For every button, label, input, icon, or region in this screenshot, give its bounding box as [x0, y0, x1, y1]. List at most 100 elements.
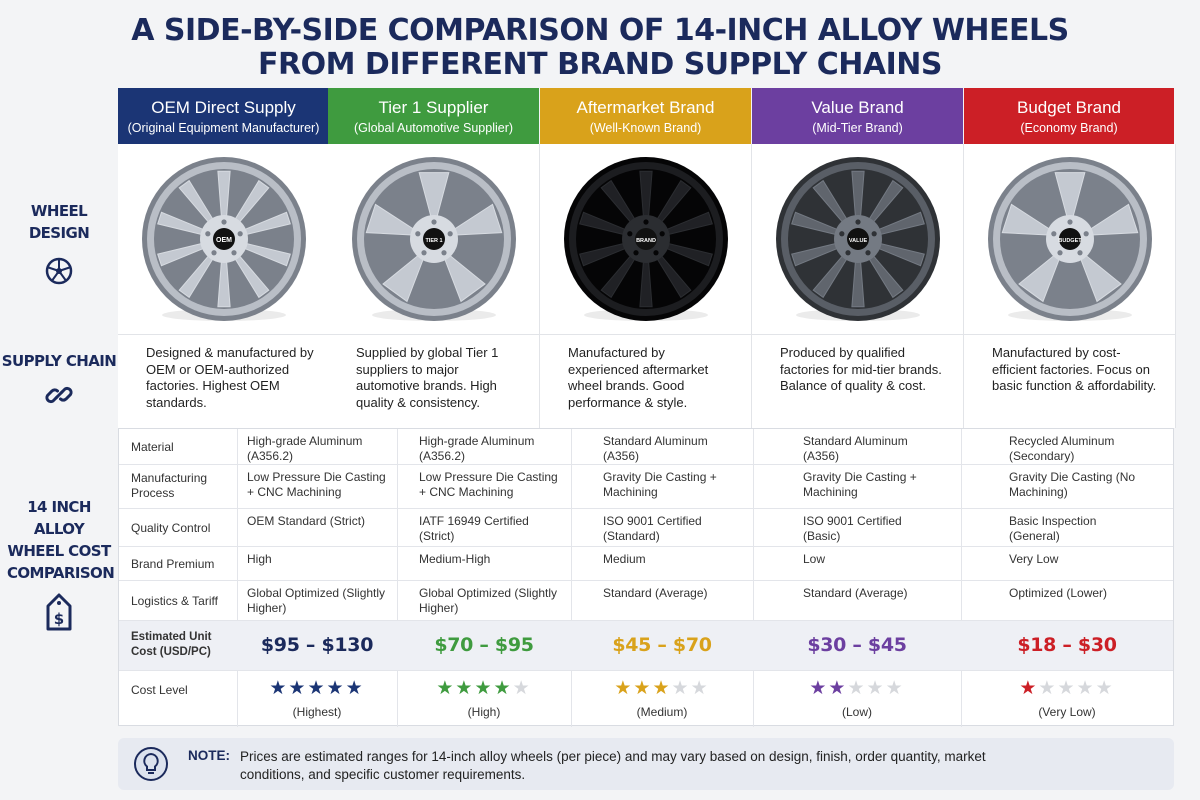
- star-icon: ★: [1038, 678, 1058, 699]
- supply-chain-cell: Supplied by global Tier 1 suppliers to m…: [328, 334, 540, 428]
- table-row: Manufacturing Process Low Pressure Die Ca…: [119, 465, 1173, 509]
- supply-chain-cell: Produced by qualified factories for mid-…: [752, 334, 964, 428]
- lightbulb-icon: [134, 747, 168, 781]
- column-divider: [753, 429, 754, 727]
- row-value: Global Optimized (Slightly Higher): [247, 586, 386, 615]
- star-icon: ★: [326, 678, 346, 699]
- supply-chain-cell: Manufactured by cost-efficient factories…: [964, 334, 1176, 428]
- cost-level-text: (Highest): [292, 705, 342, 719]
- row-value: Gravity Die Casting (No Machining): [1009, 470, 1136, 499]
- star-icon: ★: [288, 678, 308, 699]
- cost-level-text: (Low): [841, 705, 872, 719]
- estimated-cost-value: $70 – $95: [434, 634, 534, 656]
- supply-chain-cell: Designed & manufactured by OEM or OEM-au…: [118, 334, 330, 428]
- star-rating: ★★★★★: [1011, 679, 1123, 699]
- svg-text:BRAND: BRAND: [636, 238, 656, 244]
- row-value: Gravity Die Casting + Machining: [603, 470, 717, 499]
- wheel-image: VALUE: [775, 157, 940, 321]
- row-value: ISO 9001 Certified (Basic): [803, 514, 902, 543]
- star-rating: ★★★★★: [606, 679, 718, 699]
- table-row: Brand Premium High Medium-High Medium Low Ver…: [119, 547, 1173, 581]
- note-box: NOTE: Prices are estimated ranges for 14…: [118, 738, 1174, 790]
- supply-chain-text: Manufactured by cost-efficient factories…: [992, 345, 1157, 393]
- cost-level-row: Cost Level ★★★★★ (Highest) ★★★★★ (High) ★★★★★…: [119, 671, 1173, 727]
- star-icon: ★: [690, 678, 710, 699]
- row-label: Material: [131, 439, 174, 454]
- column-title: Tier 1 Supplier: [378, 98, 489, 117]
- note-label: NOTE:: [188, 748, 230, 763]
- row-value: Standard Aluminum (A356): [803, 434, 908, 463]
- column-divider: [571, 429, 572, 727]
- star-icon: ★: [885, 678, 905, 699]
- column-header: Budget Brand (Economy Brand): [964, 88, 1174, 144]
- row-value: Low: [803, 552, 826, 566]
- column-subtitle: (Well-Known Brand): [589, 121, 702, 135]
- row-value: Standard Aluminum (A356): [603, 434, 708, 463]
- page-title: A SIDE-BY-SIDE COMPARISON OF 14-INCH ALL…: [0, 14, 1200, 82]
- star-icon: ★: [614, 678, 634, 699]
- wheel-image-cell: OEM: [118, 144, 330, 334]
- star-icon: ★: [512, 678, 532, 699]
- star-icon: ★: [671, 678, 691, 699]
- row-value: Medium: [603, 552, 646, 566]
- row-label: Brand Premium: [131, 556, 215, 571]
- column-title: OEM Direct Supply: [151, 98, 296, 117]
- row-value: Basic Inspection (General): [1009, 514, 1097, 543]
- star-icon: ★: [652, 678, 672, 699]
- estimated-cost-value: $18 – $30: [1017, 634, 1117, 656]
- chain-link-icon: [45, 386, 73, 404]
- star-icon: ★: [809, 678, 829, 699]
- star-icon: ★: [1057, 678, 1077, 699]
- star-rating: ★★★★★: [261, 679, 373, 699]
- column-subtitle: (Mid-Tier Brand): [812, 121, 903, 135]
- row-value: Medium-High: [419, 552, 491, 566]
- row-value: IATF 16949 Certified (Strict): [419, 514, 529, 543]
- row-value: Global Optimized (Slightly Higher): [419, 586, 558, 615]
- column-subtitle: (Economy Brand): [1020, 121, 1118, 135]
- cost-level-label: Cost Level: [131, 683, 188, 697]
- supply-chain-cell: Manufactured by experienced aftermarket …: [540, 334, 752, 428]
- row-value: Low Pressure Die Casting + CNC Machining: [247, 470, 386, 499]
- title-line-1: A SIDE-BY-SIDE COMPARISON OF 14-INCH ALL…: [131, 13, 1069, 48]
- star-icon: ★: [1076, 678, 1096, 699]
- table-row: Material High-grade Aluminum (A356.2) High…: [119, 429, 1173, 465]
- estimated-cost-row: Estimated Unit Cost (USD/PC) $95 – $130 $7…: [119, 621, 1173, 671]
- svg-text:BUDGET: BUDGET: [1058, 238, 1082, 244]
- wheel-design-label: WHEEL DESIGN: [0, 200, 118, 290]
- row-value: Very Low: [1009, 552, 1059, 566]
- price-tag-dollar-icon: $: [46, 593, 72, 631]
- column-divider: [237, 429, 238, 727]
- row-value: Gravity Die Casting + Machining: [803, 470, 917, 499]
- column-divider: [961, 429, 962, 727]
- estimated-cost-value: $95 – $130: [260, 634, 374, 656]
- cost-level-text: (Medium): [636, 705, 688, 719]
- note-text: Prices are estimated ranges for 14-inch …: [240, 749, 986, 782]
- cost-comparison-label: 14 INCH ALLOY WHEEL COST COMPARISON $: [0, 496, 118, 636]
- wheel-image-cell: VALUE: [752, 144, 964, 334]
- row-value: High-grade Aluminum (A356.2): [247, 434, 363, 463]
- wheel-image: TIER 1: [351, 157, 516, 321]
- row-value: Optimized (Lower): [1009, 586, 1108, 600]
- column-subtitle: (Original Equipment Manufacturer): [127, 121, 320, 135]
- row-label: Logistics & Tariff: [131, 593, 218, 608]
- wheel-image-cell: BUDGET: [964, 144, 1176, 334]
- row-value: High-grade Aluminum (A356.2): [419, 434, 535, 463]
- estimated-cost-label: Estimated Unit Cost (USD/PC): [131, 631, 212, 658]
- wheel-image: BUDGET: [987, 157, 1152, 321]
- column-header: OEM Direct Supply (Original Equipment Man…: [118, 88, 329, 144]
- star-icon: ★: [866, 678, 886, 699]
- row-value: Standard (Average): [603, 586, 708, 600]
- supply-chain-label: SUPPLY CHAIN: [0, 350, 118, 414]
- star-icon: ★: [633, 678, 653, 699]
- supply-chain-text: Supplied by global Tier 1 suppliers to m…: [356, 345, 499, 410]
- wheel-image: OEM: [141, 157, 306, 321]
- star-rating: ★★★★★: [801, 679, 913, 699]
- row-label: Manufacturing Process: [131, 471, 208, 500]
- star-icon: ★: [269, 678, 289, 699]
- star-rating: ★★★★★: [428, 679, 540, 699]
- svg-text:OEM: OEM: [216, 237, 232, 244]
- column-subtitle: (Global Automotive Supplier): [353, 121, 514, 135]
- table-row: Logistics & Tariff Global Optimized (Slig…: [119, 581, 1173, 621]
- estimated-cost-value: $45 – $70: [612, 634, 712, 656]
- star-icon: ★: [1019, 678, 1039, 699]
